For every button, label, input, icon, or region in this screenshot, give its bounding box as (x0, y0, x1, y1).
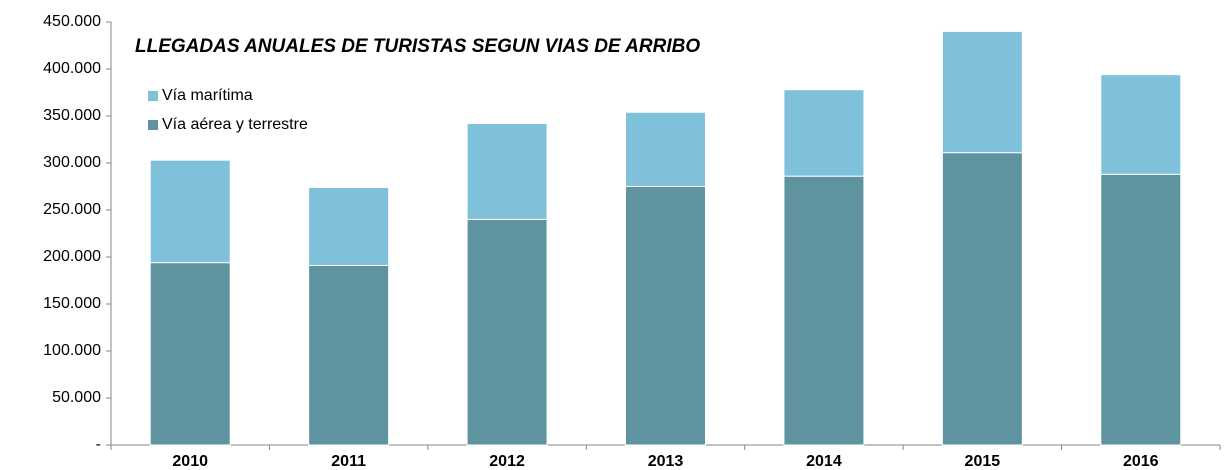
x-tick-label: 2015 (965, 453, 1001, 470)
bar-segment (1100, 74, 1182, 175)
bar-segment (625, 186, 706, 446)
chart-title: LLEGADAS ANUALES DE TURISTAS SEGUN VIAS … (135, 36, 700, 57)
legend-swatch (148, 120, 158, 130)
x-tick-label: 2012 (489, 453, 525, 470)
x-tick-label: 2014 (806, 453, 842, 470)
x-tick-label: 2016 (1123, 453, 1159, 470)
y-tick-label: - (96, 436, 101, 453)
y-tick-label: 200.000 (43, 248, 101, 265)
y-tick-label: 450.000 (43, 13, 101, 30)
legend-swatch (148, 91, 158, 101)
bar-segment (783, 175, 865, 446)
y-tick-label: 250.000 (43, 201, 101, 218)
x-tick-label: 2010 (172, 453, 208, 470)
y-tick-label: 150.000 (43, 295, 101, 312)
bar-segment (783, 89, 865, 177)
bar-segment (941, 152, 1023, 446)
bar-segment (308, 264, 390, 446)
legend-label: Vía aérea y terrestre (162, 116, 308, 133)
y-tick-label: 300.000 (43, 154, 101, 171)
y-tick-label: 400.000 (43, 60, 101, 77)
y-tick-label: 50.000 (52, 389, 101, 406)
legend-label: Vía marítima (162, 87, 253, 104)
bar-segment (625, 111, 706, 187)
x-tick-label: 2013 (648, 453, 684, 470)
bar-segment (308, 186, 390, 266)
bar-segment (941, 30, 1023, 154)
x-tick-label: 2011 (331, 453, 366, 470)
bar-segment (149, 159, 231, 264)
bar-segment (149, 262, 231, 446)
y-tick-label: 350.000 (43, 107, 101, 124)
bar-segment (466, 218, 548, 446)
bar-segment (1100, 173, 1182, 446)
bar-segment (466, 123, 548, 220)
y-tick-label: 100.000 (43, 342, 101, 359)
